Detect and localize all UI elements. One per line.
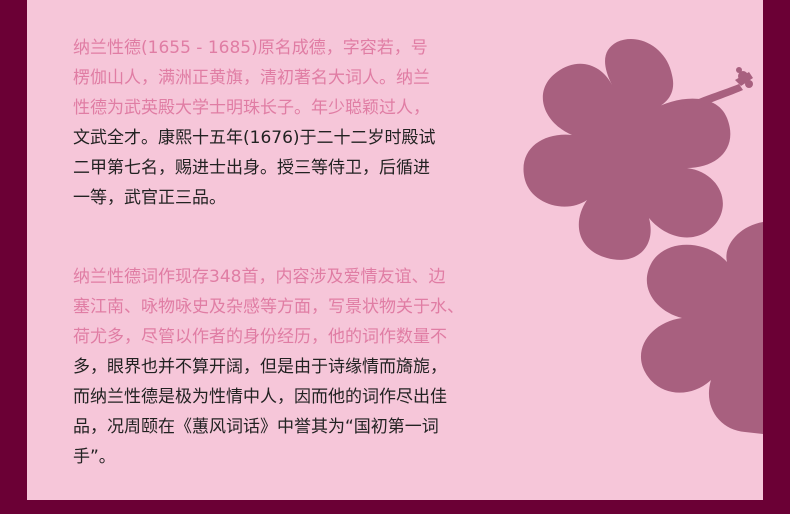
text-line: 塞江南、咏物咏史及杂感等方面，写景状物关于水、	[73, 297, 464, 317]
text-line: 纳兰性德词作现存348首，内容涉及爱情友谊、边	[73, 267, 446, 287]
text-line: 文武全才。康熙十五年(1676)于二十二岁时殿试	[73, 128, 436, 148]
text-line: 而纳兰性德是极为性情中人，因而他的词作尽出佳	[73, 387, 447, 407]
text-line: 一等，武官正三品。	[73, 188, 226, 208]
paragraph-biography: 纳兰性德(1655 - 1685)原名成德，字容若，号 楞伽山人，满洲正黄旗，清…	[73, 33, 533, 213]
paragraph-works: 纳兰性德词作现存348首，内容涉及爱情友谊、边 塞江南、咏物咏史及杂感等方面，写…	[73, 262, 533, 472]
text-line: 楞伽山人，满洲正黄旗，清初著名大词人。纳兰	[73, 68, 430, 88]
text-line: 二甲第七名，赐进士出身。授三等侍卫，后循进	[73, 158, 430, 178]
text-line: 荷尤多，尽管以作者的身份经历，他的词作数量不	[73, 327, 447, 347]
text-line: 纳兰性德(1655 - 1685)原名成德，字容若，号	[73, 38, 428, 58]
content-panel: 纳兰性德(1655 - 1685)原名成德，字容若，号 楞伽山人，满洲正黄旗，清…	[27, 0, 763, 500]
text-line: 性德为武英殿大学士明珠长子。年少聪颖过人，	[73, 98, 430, 118]
hibiscus-flower-illustration	[523, 38, 763, 434]
text-line: 多，眼界也并不算开阔，但是由于诗缘情而旖旎，	[73, 357, 447, 377]
text-line: 手”。	[73, 447, 116, 467]
text-line: 品，况周颐在《蕙风词话》中誉其为“国初第一词	[73, 417, 439, 437]
